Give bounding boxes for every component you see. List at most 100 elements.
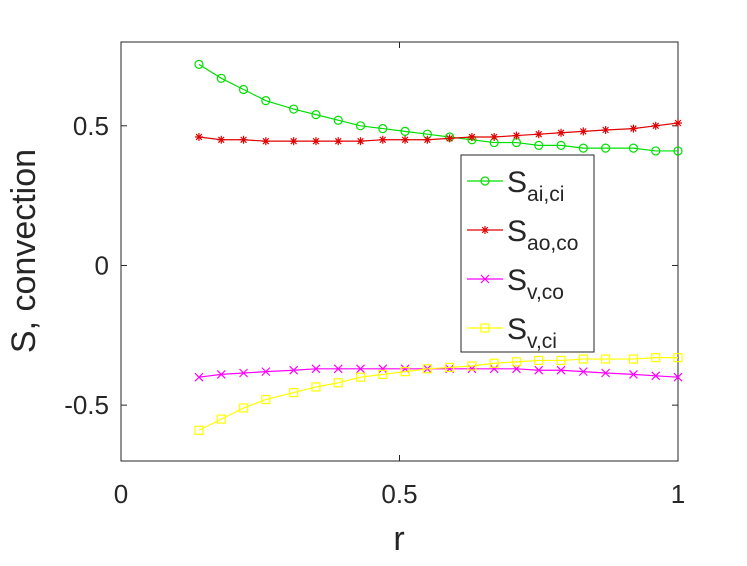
- data-point: [238, 84, 249, 95]
- legend-item: Sai,ci: [467, 166, 564, 206]
- data-point: [480, 323, 490, 333]
- data-point: [651, 146, 661, 156]
- data-point: [467, 361, 477, 371]
- legend-item: Sv,co: [467, 264, 564, 304]
- data-point: [311, 382, 321, 392]
- data-point: [556, 140, 566, 150]
- data-point: [216, 414, 226, 424]
- data-point: [534, 130, 543, 139]
- data-point: [534, 365, 544, 375]
- data-point: [422, 364, 432, 374]
- data-point: [311, 364, 321, 374]
- data-point: [355, 121, 366, 131]
- data-point: [311, 137, 320, 146]
- legend: Sai,ci Sao,co Sv,co Sv,ci: [460, 154, 595, 353]
- data-point: [311, 110, 321, 120]
- series-v-ci: [194, 353, 683, 435]
- series-v-co: [194, 364, 683, 382]
- x-tick-label: 0.5: [381, 479, 417, 509]
- x-axis-label: r: [393, 520, 404, 558]
- data-point: [216, 369, 226, 379]
- data-point: [512, 131, 521, 140]
- data-point: [378, 123, 388, 134]
- data-point: [216, 73, 226, 83]
- data-point: [489, 364, 499, 374]
- data-point: [601, 368, 611, 378]
- data-point: [423, 135, 432, 144]
- data-point: [651, 353, 661, 363]
- data-point: [194, 425, 204, 435]
- data-point: [355, 372, 366, 382]
- data-point: [217, 135, 226, 144]
- legend-label: Sao,co: [507, 215, 578, 255]
- data-point: [467, 132, 476, 141]
- data-point: [356, 137, 365, 146]
- data-point: [261, 367, 271, 377]
- data-point: [557, 128, 566, 137]
- data-point: [628, 143, 639, 153]
- series-line: [198, 122, 679, 142]
- data-point: [289, 365, 299, 375]
- data-point: [578, 367, 588, 377]
- data-point: [673, 372, 683, 382]
- data-point: [578, 354, 588, 364]
- data-point: [289, 104, 299, 114]
- data-point: [600, 354, 611, 364]
- legend-item: Sv,ci: [467, 313, 557, 353]
- data-point: [378, 364, 388, 374]
- series-ai-ci: [194, 59, 683, 156]
- data-point: [289, 387, 299, 398]
- data-point: [556, 355, 566, 366]
- legend-label: Sai,ci: [507, 166, 564, 206]
- data-point: [289, 137, 298, 146]
- data-point: [333, 364, 343, 374]
- legend-label: Sv,co: [507, 264, 564, 304]
- series-line: [198, 63, 678, 152]
- data-point: [600, 143, 611, 153]
- data-point: [445, 362, 455, 373]
- series-line: [198, 357, 678, 431]
- data-point: [629, 369, 638, 379]
- data-point: [673, 146, 683, 156]
- data-point: [601, 125, 610, 134]
- legend-box: [460, 154, 595, 353]
- data-point: [261, 96, 271, 106]
- data-point: [481, 226, 489, 234]
- data-point: [356, 364, 365, 374]
- data-point: [333, 378, 343, 388]
- data-point: [378, 369, 388, 380]
- data-point: [578, 143, 588, 153]
- data-point: [239, 368, 248, 378]
- data-point: [333, 115, 343, 125]
- data-point: [445, 134, 454, 143]
- axes-layer: 0 0.5 1 -0.5 0 0.5: [64, 42, 685, 509]
- y-tick-label: 0.5: [73, 111, 109, 141]
- data-point: [334, 137, 343, 146]
- data-point: [651, 371, 661, 381]
- data-point: [238, 403, 249, 413]
- data-point: [628, 354, 639, 364]
- data-point: [629, 124, 638, 133]
- data-point: [401, 135, 410, 144]
- series-ao-co: [194, 119, 682, 146]
- series-line: [198, 368, 679, 378]
- data-point: [378, 135, 387, 144]
- data-point: [651, 121, 660, 130]
- legend-label: Sv,ci: [507, 313, 557, 353]
- y-tick-label: 0: [95, 250, 109, 280]
- data-point: [400, 126, 410, 136]
- y-axis-label: S, convection: [5, 149, 43, 353]
- series-layer: [194, 59, 683, 435]
- legend-item: Sao,co: [467, 215, 578, 255]
- data-point: [490, 132, 499, 141]
- data-point: [261, 137, 270, 146]
- data-point: [673, 353, 683, 363]
- data-point: [511, 357, 522, 367]
- data-point: [534, 140, 544, 150]
- data-point: [480, 274, 490, 284]
- data-point: [556, 365, 566, 375]
- data-point: [194, 132, 203, 141]
- data-point: [194, 372, 204, 382]
